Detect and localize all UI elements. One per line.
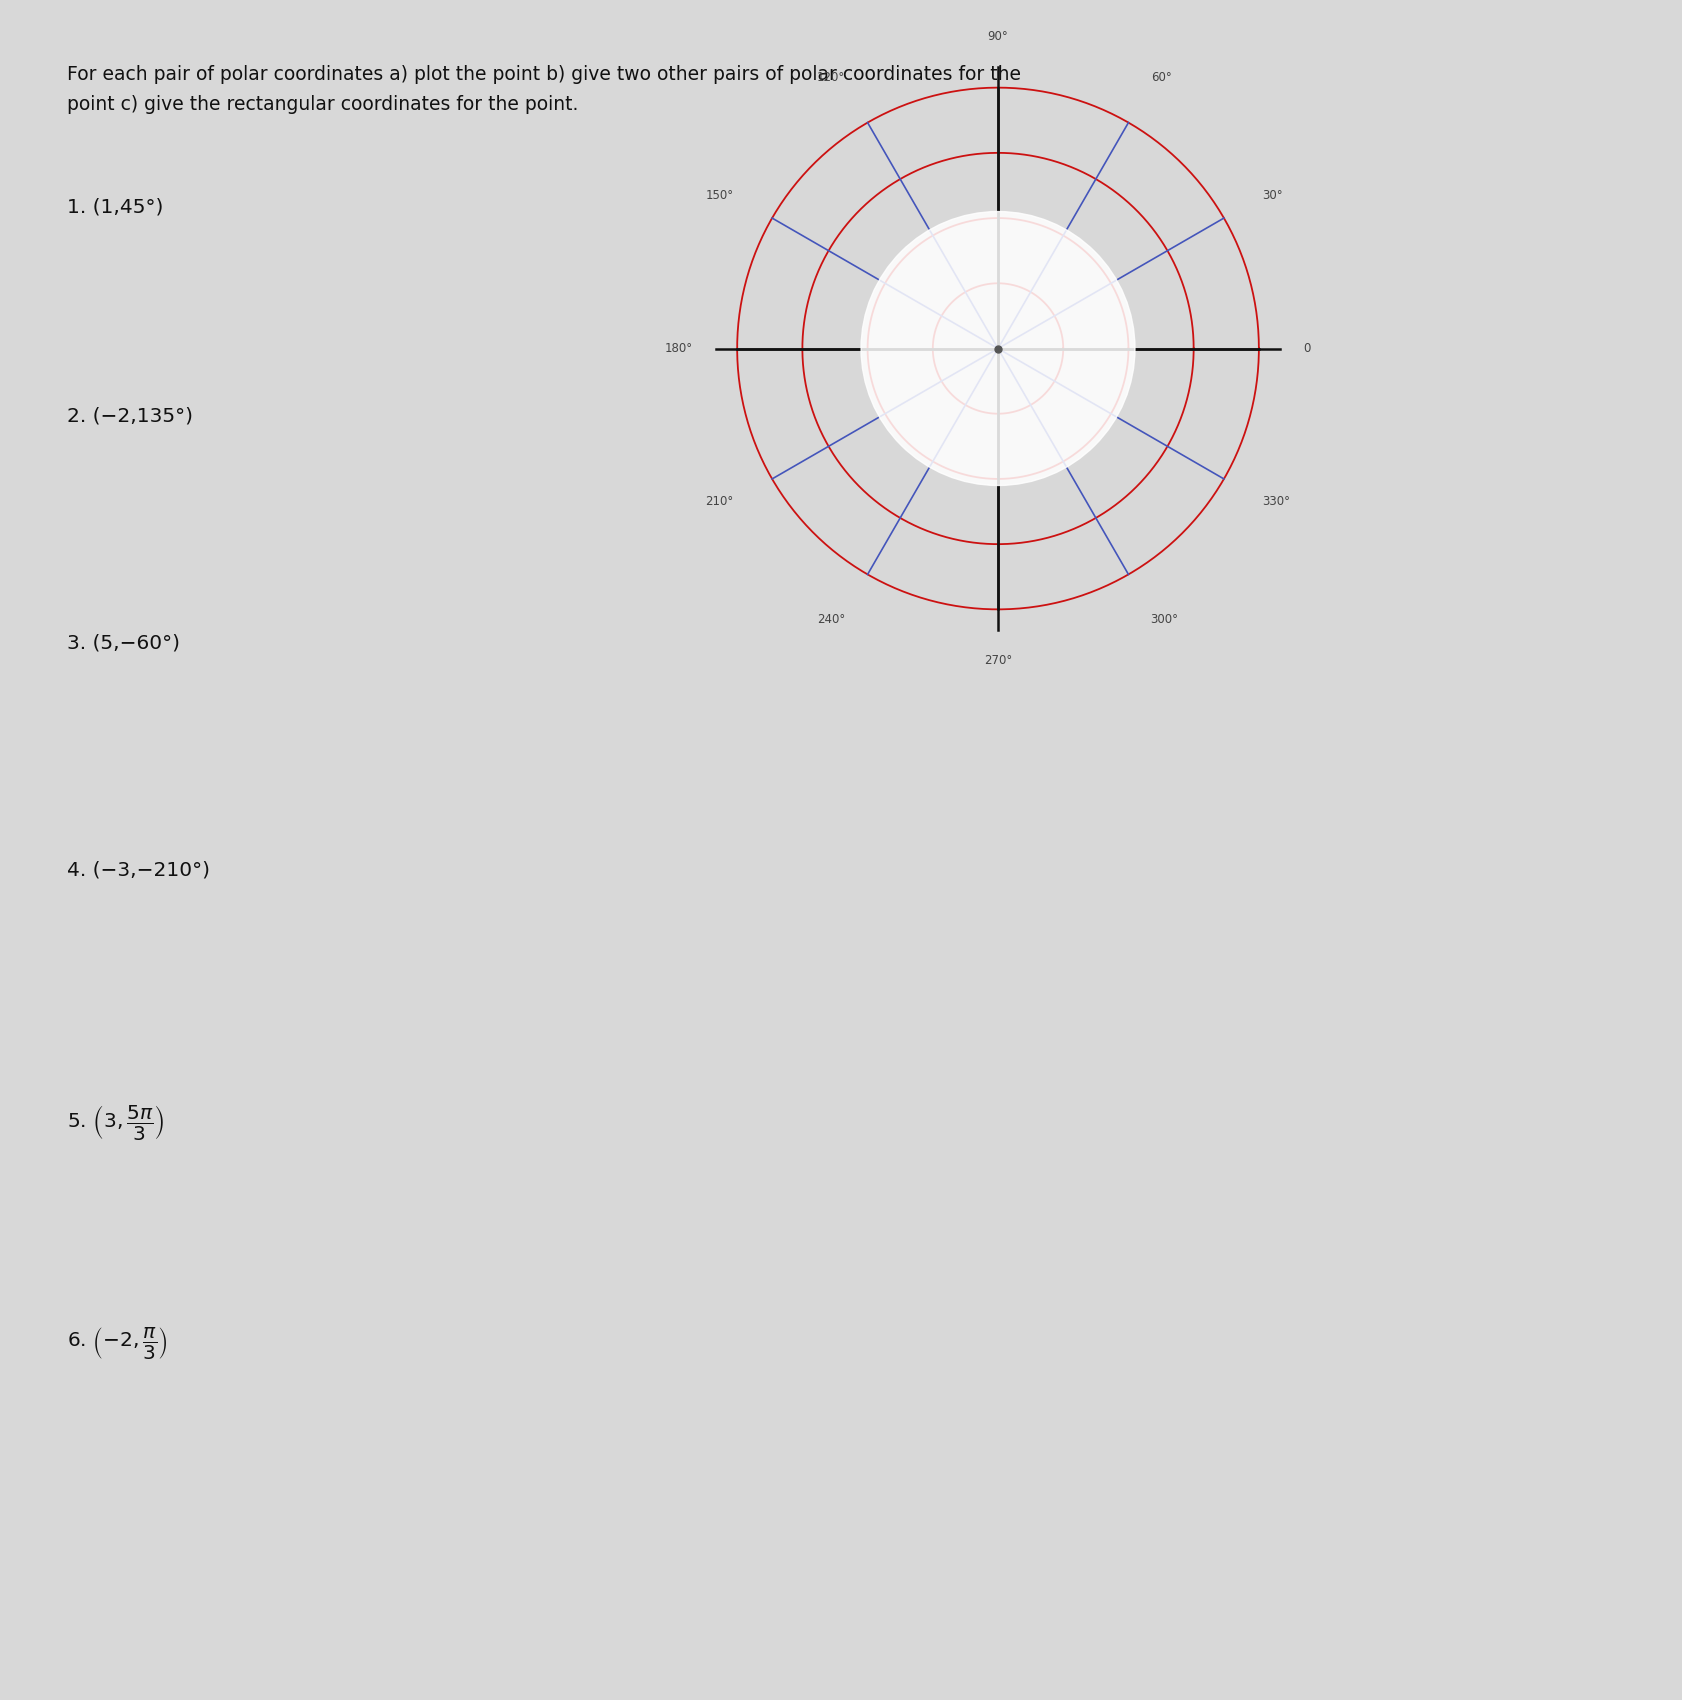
Text: 270°: 270° [984,654,1011,666]
Text: 150°: 150° [705,189,733,202]
Text: 300°: 300° [1150,612,1177,626]
Text: 6. $\left(-2,\dfrac{\pi}{3}\right)$: 6. $\left(-2,\dfrac{\pi}{3}\right)$ [67,1324,168,1362]
Text: 330°: 330° [1262,495,1290,508]
Text: 210°: 210° [705,495,733,508]
Text: 1. (1,45°): 1. (1,45°) [67,197,163,218]
Ellipse shape [861,211,1134,486]
Text: 240°: 240° [817,612,844,626]
Text: 2. (−2,135°): 2. (−2,135°) [67,406,193,427]
Text: 4. (−3,−210°): 4. (−3,−210°) [67,860,210,881]
Text: 60°: 60° [1150,71,1171,85]
Text: point c) give the rectangular coordinates for the point.: point c) give the rectangular coordinate… [67,95,579,114]
Text: 30°: 30° [1262,189,1282,202]
Text: 0: 0 [1302,342,1310,355]
Text: 120°: 120° [817,71,844,85]
Text: 90°: 90° [987,31,1008,42]
Text: 3. (5,−60°): 3. (5,−60°) [67,632,180,653]
Text: 5. $\left(3,\dfrac{5\pi}{3}\right)$: 5. $\left(3,\dfrac{5\pi}{3}\right)$ [67,1103,165,1141]
Text: For each pair of polar coordinates a) plot the point b) give two other pairs of : For each pair of polar coordinates a) pl… [67,65,1021,83]
Text: 180°: 180° [664,342,693,355]
